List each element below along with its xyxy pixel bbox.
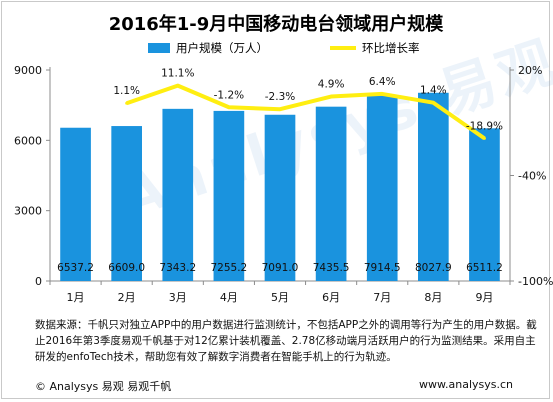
y-left-tick-label: 9000 bbox=[14, 64, 42, 77]
y-right-tick-label: -40% bbox=[518, 170, 546, 183]
bar bbox=[60, 127, 91, 281]
bar-value-label: 7435.5 bbox=[313, 262, 350, 274]
growth-value-label: 6.4% bbox=[369, 76, 396, 88]
growth-point bbox=[176, 84, 180, 88]
y-left-tick-label: 0 bbox=[35, 275, 42, 288]
bar-value-label: 6511.2 bbox=[466, 262, 503, 274]
bar-value-label: 8027.9 bbox=[415, 262, 452, 274]
growth-value-label: 1.4% bbox=[420, 85, 447, 97]
y-right-tick-label: -100% bbox=[518, 275, 553, 288]
data-labels: 6537.2 6609.0 7343.2 7255.2 7091.0 7435.5 7914… bbox=[57, 68, 503, 274]
footer-copyright: © Analysys 易观 易观千帆 bbox=[35, 380, 172, 393]
growth-value-label: 4.9% bbox=[318, 79, 345, 91]
growth-value-label: -1.2% bbox=[214, 89, 244, 101]
growth-point bbox=[125, 101, 129, 105]
bar-value-label: 7914.5 bbox=[364, 262, 401, 274]
bar bbox=[315, 106, 347, 281]
bar bbox=[111, 126, 142, 281]
x-tick-label: 1月 bbox=[67, 291, 85, 304]
growth-point bbox=[482, 136, 486, 140]
legend-bar-label: 用户规模（万人） bbox=[176, 41, 268, 55]
legend: 用户规模（万人） 环比增长率 bbox=[148, 41, 420, 55]
bar bbox=[162, 108, 194, 281]
x-tick-label: 3月 bbox=[169, 291, 187, 304]
bar bbox=[213, 110, 245, 281]
x-tick-label: 9月 bbox=[475, 291, 493, 304]
growth-point bbox=[329, 95, 333, 99]
bar-value-label: 7343.2 bbox=[159, 262, 196, 274]
growth-point bbox=[380, 92, 384, 96]
growth-value-label: 1.1% bbox=[113, 85, 140, 97]
bar bbox=[469, 128, 500, 281]
x-tick-label: 8月 bbox=[424, 291, 442, 304]
bar-value-label: 6537.2 bbox=[57, 262, 94, 274]
growth-line bbox=[126, 83, 486, 141]
growth-value-label: -2.3% bbox=[265, 91, 295, 103]
y-left-tick-label: 3000 bbox=[14, 205, 42, 218]
legend-bar-swatch bbox=[148, 43, 170, 53]
growth-point bbox=[431, 101, 435, 105]
growth-value-label: 11.1% bbox=[161, 68, 194, 80]
x-tick-label: 6月 bbox=[322, 291, 340, 304]
y-left-tick-label: 6000 bbox=[14, 134, 42, 147]
y-right-tick-label: 20% bbox=[518, 64, 542, 77]
growth-point bbox=[278, 107, 282, 111]
legend-line-label: 环比增长率 bbox=[362, 41, 420, 55]
chart-title: 2016年1-9月中国移动电台领域用户规模 bbox=[109, 13, 445, 35]
bar-value-label: 6609.0 bbox=[108, 262, 145, 274]
bar-series bbox=[60, 92, 500, 281]
footer-website[interactable]: www.analysys.cn bbox=[419, 378, 513, 391]
growth-point bbox=[227, 105, 231, 109]
growth-value-label: -18.9% bbox=[466, 120, 503, 132]
bar bbox=[366, 95, 398, 281]
line-series bbox=[125, 83, 486, 141]
x-tick-label: 2月 bbox=[118, 291, 136, 304]
x-tick-label: 5月 bbox=[271, 291, 289, 304]
x-tick-label: 7月 bbox=[373, 291, 391, 304]
source-note: 数据来源：千帆只对独立APP中的用户数据进行监测统计，不包括APP之外的调用等行… bbox=[35, 319, 537, 363]
bar bbox=[418, 92, 449, 281]
bar-value-label: 7091.0 bbox=[262, 262, 299, 274]
x-tick-label: 4月 bbox=[220, 291, 238, 304]
bar-value-label: 7255.2 bbox=[211, 262, 248, 274]
bar bbox=[264, 114, 296, 281]
